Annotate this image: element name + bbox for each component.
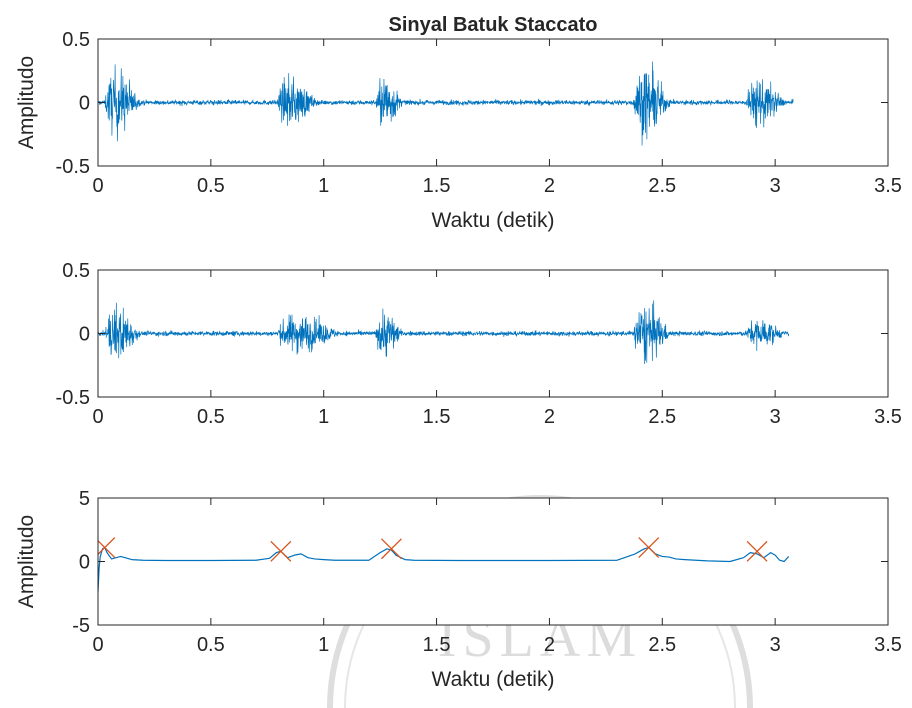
y-tick-label: 0: [79, 552, 90, 574]
signal-line: [98, 61, 794, 146]
series-group: [98, 537, 790, 593]
x-tick-label: 1: [318, 406, 329, 428]
x-tick-label: 2: [544, 634, 555, 656]
x-tick-label: 2.5: [648, 406, 676, 428]
y-tick-label: 0: [79, 93, 90, 115]
y-axis-label: Amplitudo: [15, 515, 38, 608]
chart-2: 0 0.5 1 1.5 2 2.5 3 3.5-0.500.5: [56, 260, 902, 428]
chart-title: Sinyal Batuk Staccato: [389, 14, 598, 36]
peak-marker: [638, 537, 660, 558]
y-tick-label: 0.5: [62, 29, 90, 51]
x-tick-label: 0.5: [197, 175, 225, 197]
plot-area: [98, 498, 888, 625]
x-tick-label: 2.5: [648, 634, 676, 656]
x-tick-label: 3.5: [874, 406, 902, 428]
x-tick-label: 1.5: [423, 175, 451, 197]
peak-marker: [270, 540, 292, 562]
x-tick-label: 1.5: [423, 406, 451, 428]
y-axis-label: Amplitudo: [15, 56, 38, 149]
y-tick-label: -0.5: [56, 387, 90, 409]
series-group: [98, 300, 790, 364]
x-tick-label: 0: [92, 175, 103, 197]
peak-marker: [380, 538, 402, 560]
x-axis-label: Waktu (detik): [432, 209, 555, 232]
envelope-line: [98, 546, 790, 593]
x-tick-label: 0.5: [197, 406, 225, 428]
peak-marker: [746, 540, 768, 562]
x-tick-label: 3.5: [874, 175, 902, 197]
x-tick-label: 3: [770, 175, 781, 197]
x-tick-label: 0.5: [197, 634, 225, 656]
x-tick-label: 3.5: [874, 634, 902, 656]
x-tick-label: 3: [770, 634, 781, 656]
x-tick-label: 2: [544, 175, 555, 197]
x-tick-label: 0: [92, 634, 103, 656]
y-tick-label: 0: [79, 324, 90, 346]
y-tick-label: -0.5: [56, 156, 90, 178]
x-axis-label: Waktu (detik): [432, 668, 555, 691]
x-tick-label: 0: [92, 406, 103, 428]
x-tick-label: 2: [544, 406, 555, 428]
x-tick-label: 2.5: [648, 175, 676, 197]
x-tick-label: 3: [770, 406, 781, 428]
y-tick-label: 5: [79, 488, 90, 510]
series-group: [98, 61, 794, 146]
x-tick-label: 1.5: [423, 634, 451, 656]
x-tick-label: 1: [318, 634, 329, 656]
signal-line: [98, 300, 790, 364]
x-tick-label: 1: [318, 175, 329, 197]
y-tick-label: 0.5: [62, 260, 90, 282]
y-tick-label: -5: [72, 615, 90, 637]
